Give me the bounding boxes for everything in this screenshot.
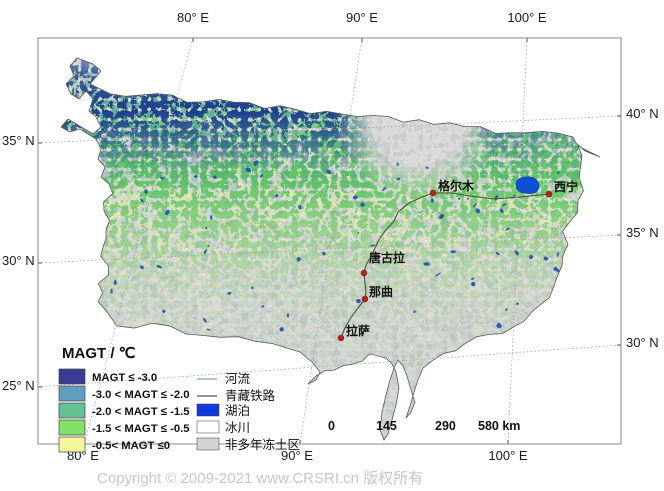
svg-text:Copyright © 2009-2021 www.CRSR: Copyright © 2009-2021 www.CRSRI.cn 版权所有 — [97, 470, 423, 487]
